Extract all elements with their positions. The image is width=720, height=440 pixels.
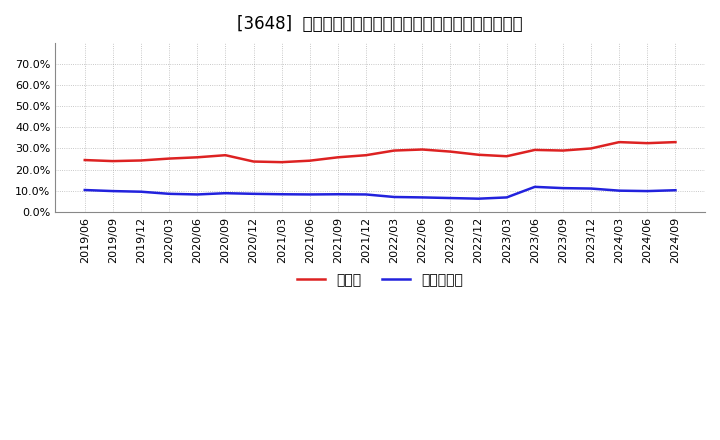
有利子負債	[446, 195, 455, 201]
有利子負債	[305, 192, 314, 197]
有利子負債	[531, 184, 539, 190]
現預金	[221, 153, 230, 158]
現預金	[305, 158, 314, 163]
有利子負債	[643, 188, 652, 194]
Line: 現預金: 現預金	[85, 142, 675, 162]
現預金	[671, 139, 680, 145]
現預金	[643, 140, 652, 146]
現預金	[559, 148, 567, 153]
現預金	[137, 158, 145, 163]
有利子負債	[418, 195, 427, 200]
有利子負債	[137, 189, 145, 194]
有利子負債	[559, 186, 567, 191]
現預金	[531, 147, 539, 153]
現預金	[474, 152, 483, 158]
有利子負債	[503, 195, 511, 200]
現預金	[587, 146, 595, 151]
有利子負債	[671, 187, 680, 193]
現預金	[277, 160, 286, 165]
有利子負債	[615, 188, 624, 193]
Legend: 現預金, 有利子負債: 現預金, 有利子負債	[292, 268, 469, 293]
現預金	[193, 155, 202, 160]
有利子負債	[109, 188, 117, 194]
Title: [3648]  現預金、有利子負債の総資産に対する比率の推移: [3648] 現預金、有利子負債の総資産に対する比率の推移	[238, 15, 523, 33]
現預金	[81, 158, 89, 163]
現預金	[503, 154, 511, 159]
現預金	[361, 153, 370, 158]
Line: 有利子負債: 有利子負債	[85, 187, 675, 199]
現預金	[165, 156, 174, 161]
現預金	[418, 147, 427, 152]
有利子負債	[390, 194, 398, 200]
現預金	[615, 139, 624, 145]
有利子負債	[221, 191, 230, 196]
有利子負債	[361, 192, 370, 197]
有利子負債	[333, 191, 342, 197]
有利子負債	[81, 187, 89, 193]
現預金	[109, 158, 117, 164]
現預金	[249, 159, 258, 164]
現預金	[390, 148, 398, 153]
有利子負債	[249, 191, 258, 197]
有利子負債	[587, 186, 595, 191]
現預金	[446, 149, 455, 154]
現預金	[333, 155, 342, 160]
有利子負債	[165, 191, 174, 197]
有利子負債	[474, 196, 483, 202]
有利子負債	[277, 191, 286, 197]
有利子負債	[193, 192, 202, 197]
